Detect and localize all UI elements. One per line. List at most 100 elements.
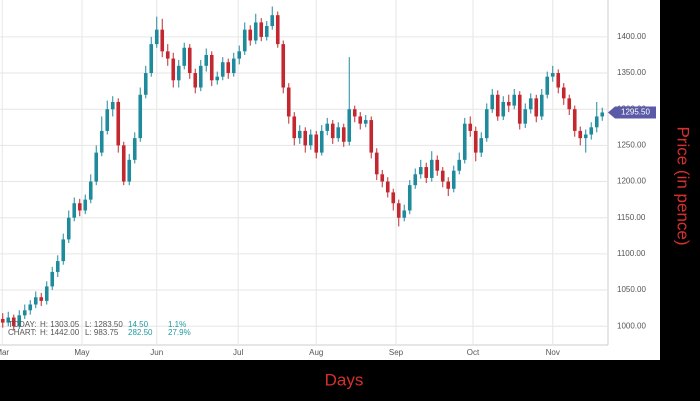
- candle-body: [336, 127, 341, 139]
- info-label: CHART:: [8, 328, 37, 337]
- candle-body: [253, 22, 258, 41]
- candle-body: [594, 116, 599, 128]
- candle-body: [231, 58, 236, 74]
- y-tick-label: 1200.00: [617, 177, 646, 186]
- candle-body: [77, 203, 82, 211]
- candles: [0, 6, 605, 331]
- candle-body: [501, 101, 506, 117]
- candle-body: [567, 98, 572, 110]
- candle-body: [55, 261, 60, 272]
- candle-body: [66, 217, 71, 240]
- candle-body: [314, 134, 319, 153]
- candle-body: [556, 73, 561, 88]
- candle-body: [215, 76, 220, 81]
- candle-body: [600, 112, 605, 117]
- candle-body: [413, 174, 418, 186]
- candle-body: [468, 123, 473, 131]
- candle-body: [259, 22, 264, 37]
- candle-body: [275, 15, 280, 45]
- candle-body: [6, 317, 11, 323]
- candle-body: [358, 116, 363, 124]
- candle-body: [22, 310, 27, 316]
- candle-body: [473, 130, 478, 153]
- candle-body: [528, 98, 533, 110]
- info-change: 14.50: [128, 320, 149, 329]
- candle-body: [418, 167, 423, 175]
- candle-body: [385, 181, 390, 193]
- candle-body: [286, 87, 291, 117]
- candle-body: [347, 109, 352, 142]
- candle-body: [341, 127, 346, 142]
- x-tick-label: Mar: [0, 348, 9, 357]
- y-axis-title: Price (in pence): [674, 126, 693, 245]
- candle-body: [292, 116, 297, 139]
- candle-body: [176, 65, 181, 81]
- y-tick-label: 1350.00: [617, 68, 646, 77]
- x-tick-label: Oct: [467, 348, 480, 357]
- candle-body: [242, 29, 247, 52]
- candle-body: [270, 15, 275, 27]
- candle-body: [572, 109, 577, 131]
- candle-body: [583, 134, 588, 139]
- x-tick-label: Aug: [309, 348, 323, 357]
- candle-body: [561, 87, 566, 99]
- candle-body: [451, 170, 456, 189]
- candle-body: [154, 29, 159, 45]
- candle-body: [198, 65, 203, 88]
- candle-body: [226, 62, 231, 74]
- x-tick-label: Nov: [546, 348, 560, 357]
- candle-body: [132, 138, 137, 160]
- candle-body: [220, 62, 225, 77]
- candle-body: [402, 210, 407, 218]
- y-tick-label: 1100.00: [617, 249, 646, 258]
- candle-body: [44, 286, 49, 301]
- candle-body: [33, 297, 38, 305]
- candle-body: [429, 159, 434, 178]
- candle-body: [94, 152, 99, 182]
- candle-body: [110, 101, 115, 110]
- candle-body: [99, 130, 104, 153]
- candle-body: [446, 181, 451, 189]
- candle-body: [440, 170, 445, 182]
- info-label: TODAY:: [8, 320, 37, 329]
- last-price-label: 1295.50: [621, 108, 650, 117]
- candle-body: [319, 130, 324, 153]
- candle-body: [138, 94, 143, 139]
- y-tick-label: 1400.00: [617, 32, 646, 41]
- candle-body: [11, 317, 16, 327]
- candle-body: [248, 29, 253, 41]
- candle-body: [88, 181, 93, 200]
- candle-body: [182, 47, 187, 66]
- candle-body: [490, 94, 495, 110]
- candle-body: [0, 318, 5, 323]
- candle-body: [352, 109, 357, 117]
- candle-body: [193, 73, 198, 88]
- candle-body: [517, 94, 522, 124]
- candle-body: [369, 120, 374, 153]
- candle-body: [424, 167, 429, 178]
- candle-body: [391, 192, 396, 204]
- candle-body: [209, 54, 214, 81]
- candle-body: [204, 54, 209, 66]
- candle-body: [523, 109, 528, 124]
- candle-body: [171, 58, 176, 81]
- candle-body: [325, 123, 330, 131]
- info-high: H: 1442.00: [40, 328, 80, 337]
- info-percent: 1.1%: [168, 320, 186, 329]
- candle-body: [484, 109, 489, 139]
- candle-body: [457, 159, 462, 171]
- info-low: L: 983.75: [85, 328, 119, 337]
- candle-body: [61, 239, 66, 262]
- candle-body: [143, 73, 148, 95]
- candle-body: [578, 130, 583, 139]
- candle-body: [380, 174, 385, 182]
- candle-body: [330, 123, 335, 139]
- candle-body: [462, 123, 467, 160]
- info-low: L: 1283.50: [85, 320, 123, 329]
- candle-body: [539, 94, 544, 117]
- y-tick-label: 1000.00: [617, 321, 646, 330]
- info-panel: TODAY: H: 1303.05 L: 1283.50 14.50 1.1% …: [8, 320, 191, 337]
- candle-body: [50, 271, 55, 287]
- candle-body: [512, 94, 517, 106]
